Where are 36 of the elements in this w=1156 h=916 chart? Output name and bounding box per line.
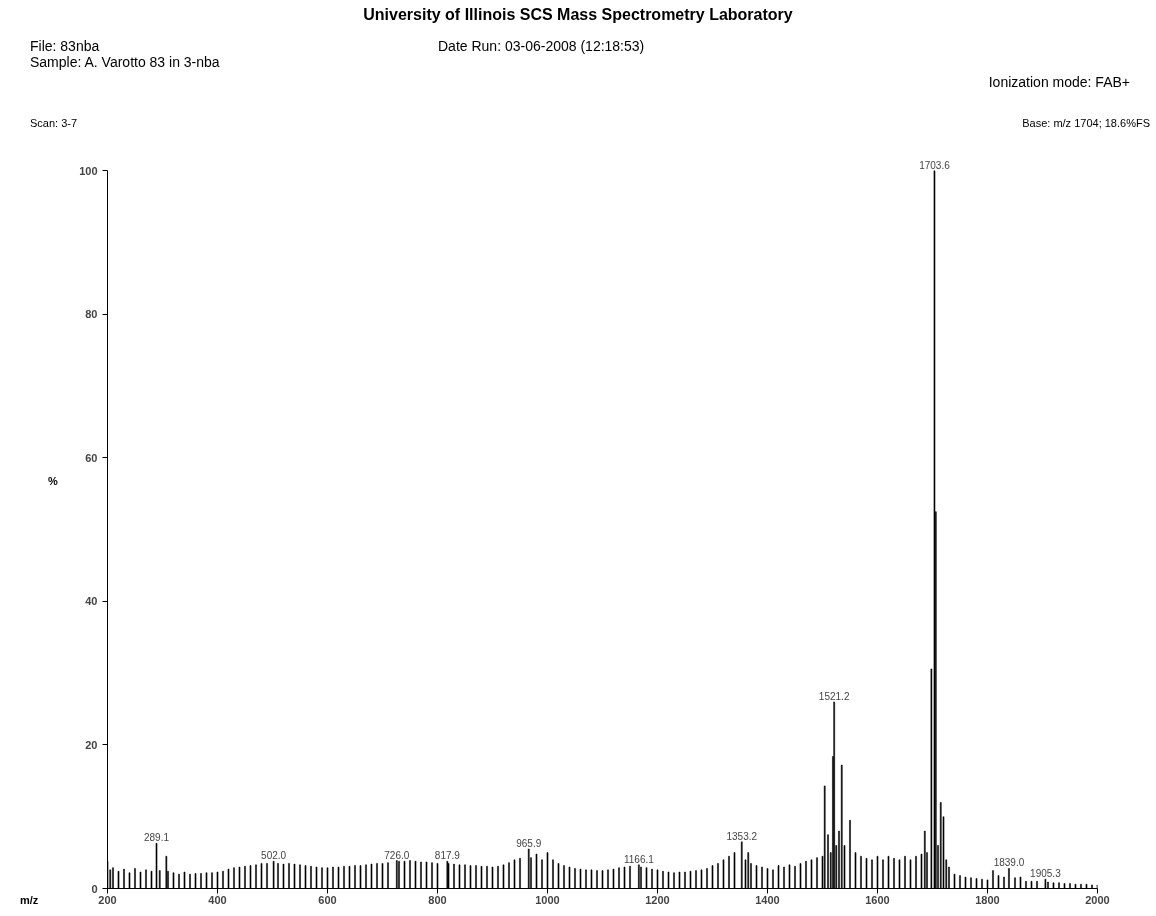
x-tick-label: 2000 bbox=[1085, 893, 1110, 906]
x-tick-label: 1400 bbox=[755, 893, 780, 906]
annotation: 726.0 bbox=[384, 849, 410, 861]
annotation: 502.0 bbox=[261, 850, 287, 862]
x-tick-label: 400 bbox=[208, 893, 227, 906]
chart-title: University of Illinois SCS Mass Spectrometry Laboratory bbox=[362, 5, 794, 25]
y-axis-title: % bbox=[48, 474, 58, 489]
annotation: 289.1 bbox=[143, 832, 170, 844]
text: Scan: 3-7 bbox=[30, 116, 78, 131]
annotation: 1521.2 bbox=[818, 690, 850, 702]
y-tick-label: 80 bbox=[85, 308, 98, 321]
x-tick-label: 1600 bbox=[865, 893, 890, 906]
y-tick-label: 100 bbox=[79, 164, 98, 177]
y-tick-label: 0 bbox=[91, 882, 98, 895]
x-axis-title: m/z bbox=[20, 893, 39, 908]
x-tick-label: 600 bbox=[318, 893, 337, 906]
annotation: 1166.1 bbox=[623, 853, 655, 865]
annotation: 965.9 bbox=[516, 838, 542, 850]
annotation: 1353.2 bbox=[726, 830, 758, 842]
annotation: 1839.0 bbox=[993, 857, 1025, 869]
x-tick-label: 200 bbox=[98, 893, 117, 906]
annotation: 1905.3 bbox=[1030, 868, 1062, 880]
x-tick-label: 800 bbox=[428, 893, 447, 906]
annotation: 817.9 bbox=[434, 850, 461, 862]
annotation: 1703.6 bbox=[919, 159, 951, 171]
text: Sample: A. Varotto 83 in 3-nba bbox=[30, 53, 220, 72]
y-tick-label: 60 bbox=[85, 451, 98, 464]
text: Ionization mode: FAB+ bbox=[988, 73, 1130, 92]
x-tick-label: 1000 bbox=[535, 893, 560, 906]
y-tick-label: 40 bbox=[85, 595, 98, 608]
x-tick-label: 1200 bbox=[645, 893, 670, 906]
text: Date Run: 03-06-2008 (12:18:53) bbox=[438, 37, 645, 56]
x-tick-label: 1800 bbox=[975, 893, 1000, 906]
text: Base: m/z 1704; 18.6%FS bbox=[1022, 116, 1150, 131]
text: File: 83nba bbox=[30, 37, 100, 56]
y-tick-label: 20 bbox=[85, 738, 98, 751]
